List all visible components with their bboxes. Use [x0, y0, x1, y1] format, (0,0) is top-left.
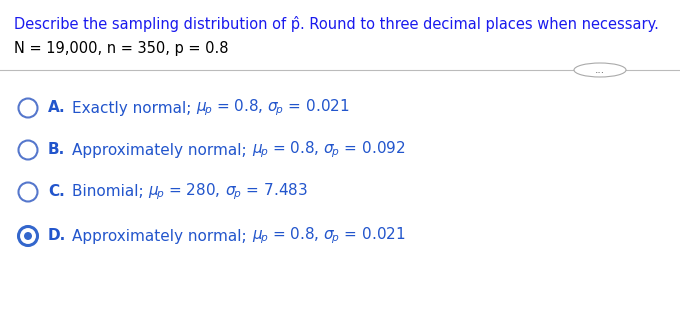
Text: Describe the sampling distribution of p̂. Round to three decimal places when nec: Describe the sampling distribution of p̂… — [14, 16, 659, 32]
Text: $\sigma_{\!p}$ = 7.483: $\sigma_{\!p}$ = 7.483 — [221, 182, 308, 202]
Text: $\mu_{\!p}$ = 0.8,: $\mu_{\!p}$ = 0.8, — [252, 226, 319, 246]
Text: A.: A. — [48, 100, 66, 115]
Circle shape — [18, 227, 37, 245]
Text: B.: B. — [48, 142, 65, 157]
Text: $\sigma_{\!p}$ = 0.021: $\sigma_{\!p}$ = 0.021 — [263, 98, 350, 118]
Text: ...: ... — [595, 65, 605, 75]
Circle shape — [18, 141, 37, 159]
Text: $\mu_{\!p}$ = 280,: $\mu_{\!p}$ = 280, — [148, 182, 221, 202]
Text: Exactly normal;: Exactly normal; — [72, 100, 197, 115]
Text: $\sigma_{\!p}$ = 0.092: $\sigma_{\!p}$ = 0.092 — [319, 140, 405, 160]
Text: D.: D. — [48, 229, 66, 244]
Text: C.: C. — [48, 185, 65, 200]
Text: $\mu_{\!p}$ = 0.8,: $\mu_{\!p}$ = 0.8, — [197, 98, 263, 118]
Text: $\sigma_{\!p}$ = 0.021: $\sigma_{\!p}$ = 0.021 — [319, 226, 405, 246]
Text: N = 19,000, n = 350, p = 0.8: N = 19,000, n = 350, p = 0.8 — [14, 41, 228, 56]
Circle shape — [24, 232, 32, 240]
Circle shape — [18, 183, 37, 201]
Ellipse shape — [574, 63, 626, 77]
Circle shape — [18, 98, 37, 117]
Text: $\mu_{\!p}$ = 0.8,: $\mu_{\!p}$ = 0.8, — [252, 140, 319, 160]
Text: Approximately normal;: Approximately normal; — [72, 142, 252, 157]
Text: Binomial;: Binomial; — [72, 185, 148, 200]
Text: Approximately normal;: Approximately normal; — [72, 229, 252, 244]
